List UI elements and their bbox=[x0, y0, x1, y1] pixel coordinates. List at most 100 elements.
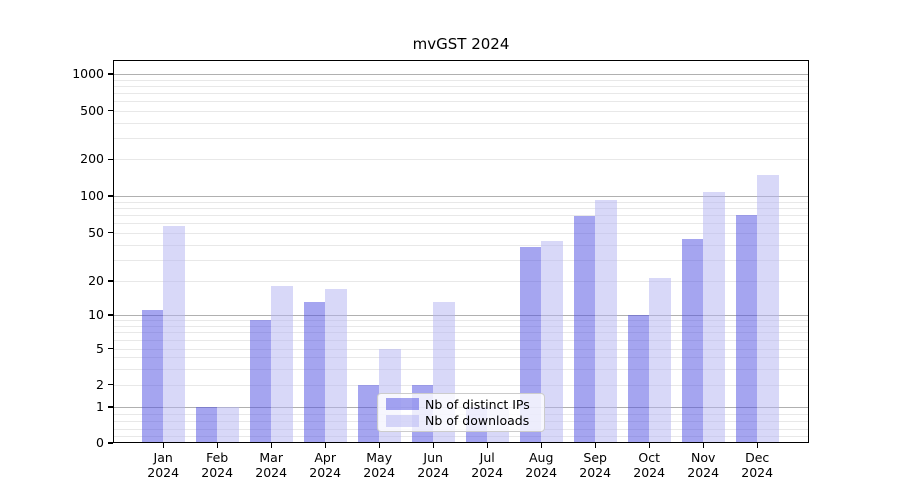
bar-sep-distinct-ips bbox=[573, 216, 596, 443]
x-axis-tick-mark bbox=[648, 443, 650, 448]
minor-gridline bbox=[113, 339, 809, 341]
bar-aug-downloads bbox=[541, 240, 563, 443]
minor-gridline bbox=[113, 232, 809, 234]
bar-jan-distinct-ips bbox=[141, 310, 164, 443]
x-axis-tick-mark bbox=[486, 443, 488, 448]
y-axis-tick-label: 0 bbox=[96, 435, 104, 450]
legend-swatch-distinct-ips bbox=[386, 398, 419, 411]
legend-label-distinct-ips: Nb of distinct IPs bbox=[425, 396, 530, 412]
bar-nov-downloads bbox=[703, 192, 725, 443]
x-axis-tick-mark bbox=[594, 443, 596, 448]
bar-dec-downloads bbox=[757, 174, 779, 443]
x-axis-tick-mark bbox=[702, 443, 704, 448]
bar-oct-distinct-ips bbox=[627, 315, 650, 443]
x-axis-tick-mark bbox=[432, 443, 434, 448]
legend-item-downloads: Nb of downloads bbox=[378, 413, 544, 428]
minor-gridline bbox=[113, 214, 809, 216]
minor-gridline bbox=[113, 384, 809, 386]
minor-gridline bbox=[113, 159, 809, 161]
x-axis-tick-label: Mar 2024 bbox=[255, 450, 288, 480]
y-axis-tick-label: 50 bbox=[88, 224, 104, 240]
x-axis-tick-label: Aug 2024 bbox=[525, 450, 558, 480]
x-axis-tick-label: Apr 2024 bbox=[309, 450, 342, 480]
x-axis-tick-mark bbox=[756, 443, 758, 448]
bar-mar-distinct-ips bbox=[249, 320, 272, 443]
y-axis-tick-label: 2 bbox=[96, 376, 104, 392]
x-axis-tick-label: Jul 2024 bbox=[471, 450, 504, 480]
y-axis-tick-label: 500 bbox=[80, 102, 104, 118]
x-axis-tick-mark bbox=[540, 443, 542, 448]
x-axis-tick-label: Feb 2024 bbox=[201, 450, 234, 480]
major-gridline bbox=[113, 196, 809, 197]
minor-gridline bbox=[113, 435, 809, 437]
legend-swatch-downloads bbox=[386, 414, 419, 427]
x-axis-tick-label: Oct 2024 bbox=[633, 450, 666, 480]
y-axis-tick-mark bbox=[108, 73, 113, 75]
minor-gridline bbox=[113, 79, 809, 81]
minor-gridline bbox=[113, 207, 809, 209]
y-axis-tick-mark bbox=[108, 280, 113, 282]
plot-area: Nb of distinct IPs Nb of downloads bbox=[113, 60, 809, 443]
major-gridline bbox=[113, 315, 809, 316]
x-axis-tick-mark bbox=[162, 443, 164, 448]
bar-may-distinct-ips bbox=[357, 384, 380, 443]
x-axis-tick-label: Sep 2024 bbox=[579, 450, 612, 480]
legend-item-distinct-ips: Nb of distinct IPs bbox=[378, 397, 544, 412]
bar-sep-downloads bbox=[595, 199, 617, 443]
y-axis-tick-mark bbox=[108, 195, 113, 197]
x-axis-tick-label: Jan 2024 bbox=[147, 450, 180, 480]
chart-title: mvGST 2024 bbox=[412, 35, 510, 53]
y-axis-tick-mark bbox=[108, 383, 113, 386]
y-axis-tick-label: 1000 bbox=[72, 66, 104, 81]
bar-jan-downloads bbox=[163, 225, 185, 443]
y-axis-tick-label: 1 bbox=[96, 399, 104, 414]
minor-gridline bbox=[113, 368, 809, 370]
minor-gridline bbox=[113, 320, 809, 322]
minor-gridline bbox=[113, 122, 809, 124]
minor-gridline bbox=[113, 110, 809, 112]
minor-gridline bbox=[113, 201, 809, 203]
x-axis-tick-label: Nov 2024 bbox=[687, 450, 720, 480]
y-axis-tick-label: 10 bbox=[88, 307, 104, 322]
x-axis-tick-mark bbox=[324, 443, 326, 448]
y-axis-tick-label: 100 bbox=[80, 188, 104, 203]
bar-apr-distinct-ips bbox=[303, 302, 326, 443]
x-axis-tick-mark bbox=[216, 443, 218, 448]
x-axis-tick-label: Jun 2024 bbox=[417, 450, 450, 480]
y-axis-tick-mark bbox=[108, 232, 113, 234]
minor-gridline bbox=[113, 244, 809, 246]
legend-label-downloads: Nb of downloads bbox=[425, 413, 530, 429]
minor-gridline bbox=[113, 281, 809, 282]
bar-mar-downloads bbox=[271, 286, 293, 443]
x-axis-tick-mark bbox=[378, 443, 380, 448]
minor-gridline bbox=[113, 348, 809, 350]
minor-gridline bbox=[113, 223, 809, 224]
bar-nov-distinct-ips bbox=[681, 239, 704, 443]
y-axis-tick-mark bbox=[108, 314, 113, 316]
minor-gridline bbox=[113, 332, 809, 334]
major-gridline bbox=[113, 74, 809, 75]
x-axis-tick-label: Dec 2024 bbox=[741, 450, 774, 480]
bar-apr-downloads bbox=[325, 289, 347, 443]
y-axis-tick-mark bbox=[108, 110, 113, 112]
minor-gridline bbox=[113, 325, 809, 327]
minor-gridline bbox=[113, 259, 809, 261]
bar-oct-downloads bbox=[649, 278, 671, 443]
y-axis-tick-label: 20 bbox=[88, 273, 104, 288]
y-axis-tick-mark bbox=[108, 442, 113, 444]
x-axis-tick-label: May 2024 bbox=[363, 450, 396, 480]
y-axis-tick-mark bbox=[108, 158, 113, 160]
minor-gridline bbox=[113, 85, 809, 87]
y-axis-tick-mark bbox=[108, 406, 113, 408]
minor-gridline bbox=[113, 101, 809, 102]
y-axis-tick-label: 200 bbox=[80, 151, 104, 167]
bar-dec-distinct-ips bbox=[735, 214, 758, 443]
legend: Nb of distinct IPs Nb of downloads bbox=[377, 393, 545, 432]
y-axis-tick-label: 5 bbox=[96, 340, 104, 356]
minor-gridline bbox=[113, 357, 809, 359]
bar-feb-downloads bbox=[217, 407, 239, 443]
y-axis-tick-mark bbox=[108, 347, 113, 350]
bar-feb-distinct-ips bbox=[195, 407, 218, 443]
x-axis-tick-mark bbox=[270, 443, 272, 448]
